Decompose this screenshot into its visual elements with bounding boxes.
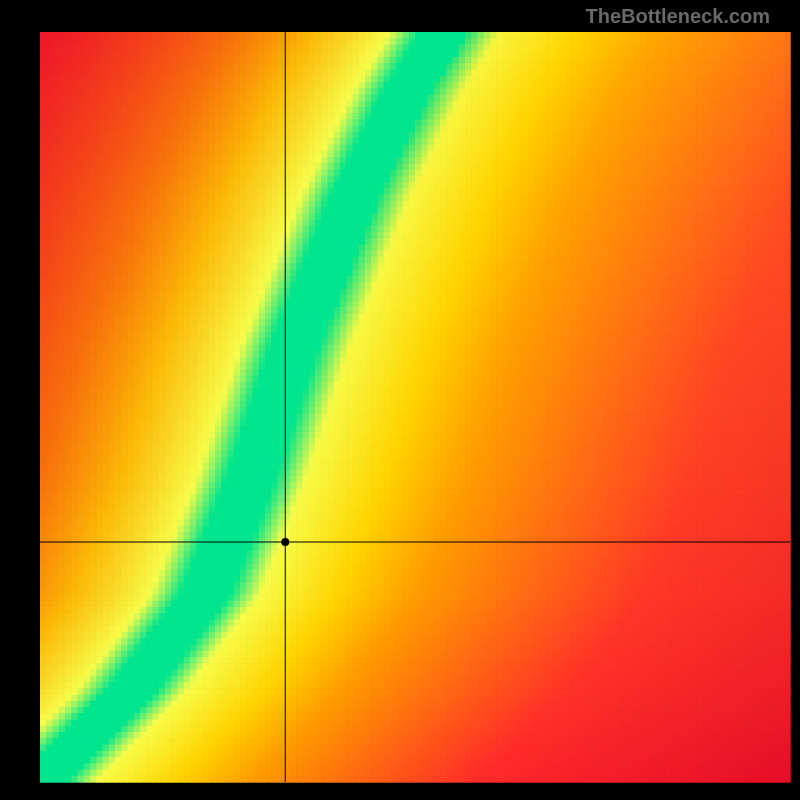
bottleneck-heatmap xyxy=(0,0,800,800)
watermark-text: TheBottleneck.com xyxy=(586,6,770,29)
